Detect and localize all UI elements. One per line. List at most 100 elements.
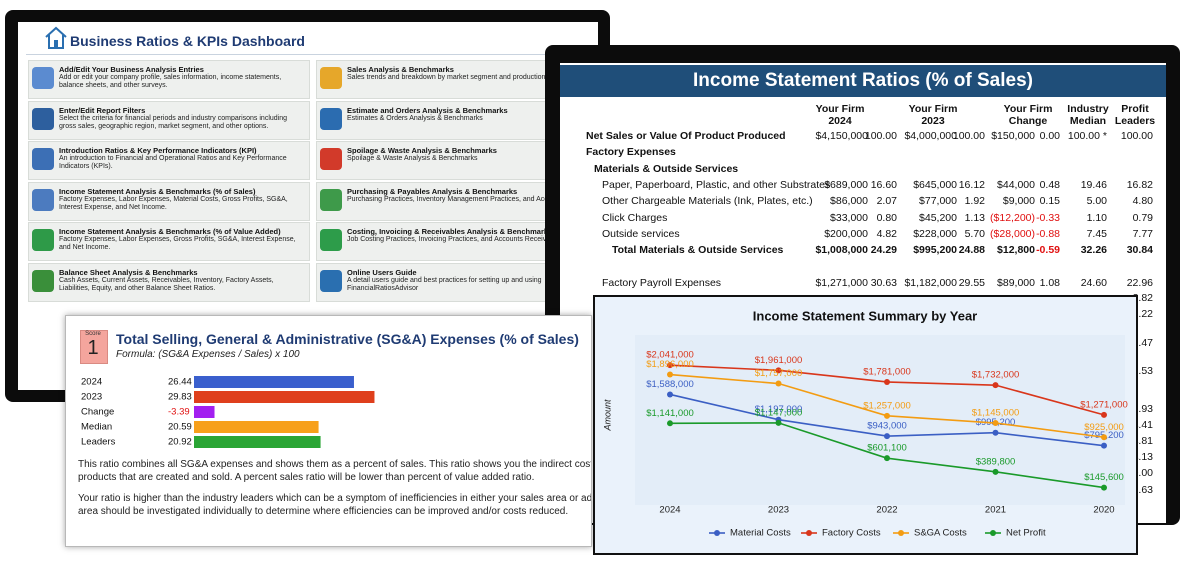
table-cell: -0.59 [1036,244,1060,257]
table-cell: $150,000 [991,130,1035,142]
home-icon [45,26,67,49]
bar-category: Leaders [81,437,116,448]
row-label: Factory Expenses [586,146,676,159]
summary-line-chart: Income Statement Summary by Year Amount 20… [602,308,1127,539]
data-point [992,420,999,427]
data-label: $1,257,000 [863,400,911,411]
table-cell: 0.80 [876,211,897,224]
table-cell: 100.00 * [1067,130,1107,142]
table-cell: $45,200 [919,211,957,224]
bar-category: Median [81,422,112,433]
data-point [775,380,782,387]
column-header: Your Firm [1003,103,1053,115]
bar [194,421,319,433]
legend-label: Net Profit [1006,528,1046,539]
table-cell: $200,000 [824,227,868,240]
menu-item-desc: Factory Expenses, Labor Expenses, Materi… [59,195,288,211]
table-cell: 1.10 [1086,211,1107,224]
menu-icon [32,148,54,170]
data-label: $1,145,000 [972,408,1020,419]
table-cell: 1.92 [964,195,985,208]
menu-item[interactable]: Balance Sheet Analysis & Benchmarks Cash … [28,262,310,302]
data-label: $1,961,000 [755,355,803,366]
data-label: $1,757,000 [755,368,803,379]
table-cell: $77,000 [919,195,957,208]
table-cell: $44,000 [997,178,1035,191]
bar-value-label: 20.92 [168,437,192,448]
chart-title: Income Statement Summary by Year [753,308,977,323]
menu-item-desc: Sales trends and breakdown by market seg… [347,74,552,81]
menu-item-title: Income Statement Analysis & Benchmarks (… [59,186,256,196]
menu-icon [32,229,54,251]
data-label: $2,041,000 [646,350,694,361]
table-cell: 7.45 [1086,227,1107,240]
menu-item-title: Balance Sheet Analysis & Benchmarks [59,267,198,277]
menu-item-title: Income Statement Analysis & Benchmarks (… [59,227,281,236]
menu-item[interactable]: Spoilage & Waste Analysis & Benchmarks Sp… [316,141,598,180]
table-cell: $86,000 [830,195,868,208]
table-cell: $645,000 [913,178,957,191]
menu-item-title: Sales Analysis & Benchmarks [347,65,454,74]
column-header: Profit [1121,103,1149,115]
column-header: Leaders [1114,115,1156,127]
menu-item-desc: An introduction to Financial and Operati… [59,155,287,170]
data-point [1101,442,1107,449]
menu-item[interactable]: Income Statement Analysis & Benchmarks (… [28,222,310,261]
legend-swatch-dot [806,530,812,536]
menu-icon [32,107,54,130]
table-cell: 22.96 [1126,276,1153,289]
table-cell: 16.12 [958,178,985,191]
summary-panel: Income Statement Summary by Year Amount 20… [593,295,1138,555]
bar [194,436,321,448]
menu-item[interactable]: Enter/Edit Report Filters Select the crit… [28,100,310,140]
menu-icon [32,67,54,89]
table-cell: $228,000 [913,227,957,240]
menu-item[interactable]: Introduction Ratios & Key Performance In… [28,141,310,180]
data-label: $1,732,000 [972,370,1020,381]
dashboard-title: Business Ratios & KPIs Dashboard [70,33,305,49]
table-cell: $689,000 [824,178,868,191]
data-label: $601,100 [867,443,907,454]
table-cell: 0.00 [1039,130,1060,142]
data-label: $389,800 [976,456,1016,467]
menu-item-title: Online Users Guide [347,267,417,277]
column-header: 2023 [921,115,945,127]
row-label: Paper, Paperboard, Plastic, and other Su… [602,178,831,191]
bar-value-label: 29.83 [168,392,192,403]
sga-bar-chart: 2024 26.44 2023 29.83 Change -3.39 Median 20.59… [81,376,375,448]
menu-icon [320,67,342,89]
data-point [775,367,782,374]
bar-value-label: -3.39 [168,407,190,418]
table-cell: 19.46 [1080,178,1107,191]
data-point [775,419,782,426]
menu-icon [32,269,54,292]
data-point [1101,434,1107,441]
menu-icon [320,107,342,130]
score-box [80,330,108,364]
column-header: Change [1008,115,1048,127]
table-cell: 24.88 [958,244,985,257]
menu-icon [320,148,342,170]
description-line: area should be investigated individually… [78,506,569,517]
data-point [1101,484,1107,491]
column-header: Your Firm [815,103,865,115]
data-label: $925,000 [1084,422,1124,433]
table-cell: 16.60 [870,178,897,191]
table-cell: $89,000 [997,276,1035,289]
menu-item-desc: Cash Assets, Current Assets, Receivables… [59,276,274,292]
score-label: Score [85,331,101,337]
description-line: Your ratio is higher than the industry l… [78,493,592,504]
row-label: Click Charges [602,211,668,224]
score-value: 1 [87,337,99,359]
menu-item[interactable]: Add/Edit Your Business Analysis Entries A… [28,60,310,99]
x-tick-label: 2021 [985,505,1006,516]
data-label: $943,000 [867,421,907,432]
table-cell: 4.80 [1132,195,1153,208]
bar-value-label: 26.44 [168,377,192,388]
table-cell: $4,150,000 [815,130,868,142]
data-point [884,412,890,419]
y-axis-label: Amount [602,399,612,432]
menu-item-desc: Purchasing Practices, Inventory Manageme… [347,195,583,203]
table-cell: 0.15 [1039,195,1060,208]
menu-item[interactable]: Income Statement Analysis & Benchmarks (… [28,181,310,221]
